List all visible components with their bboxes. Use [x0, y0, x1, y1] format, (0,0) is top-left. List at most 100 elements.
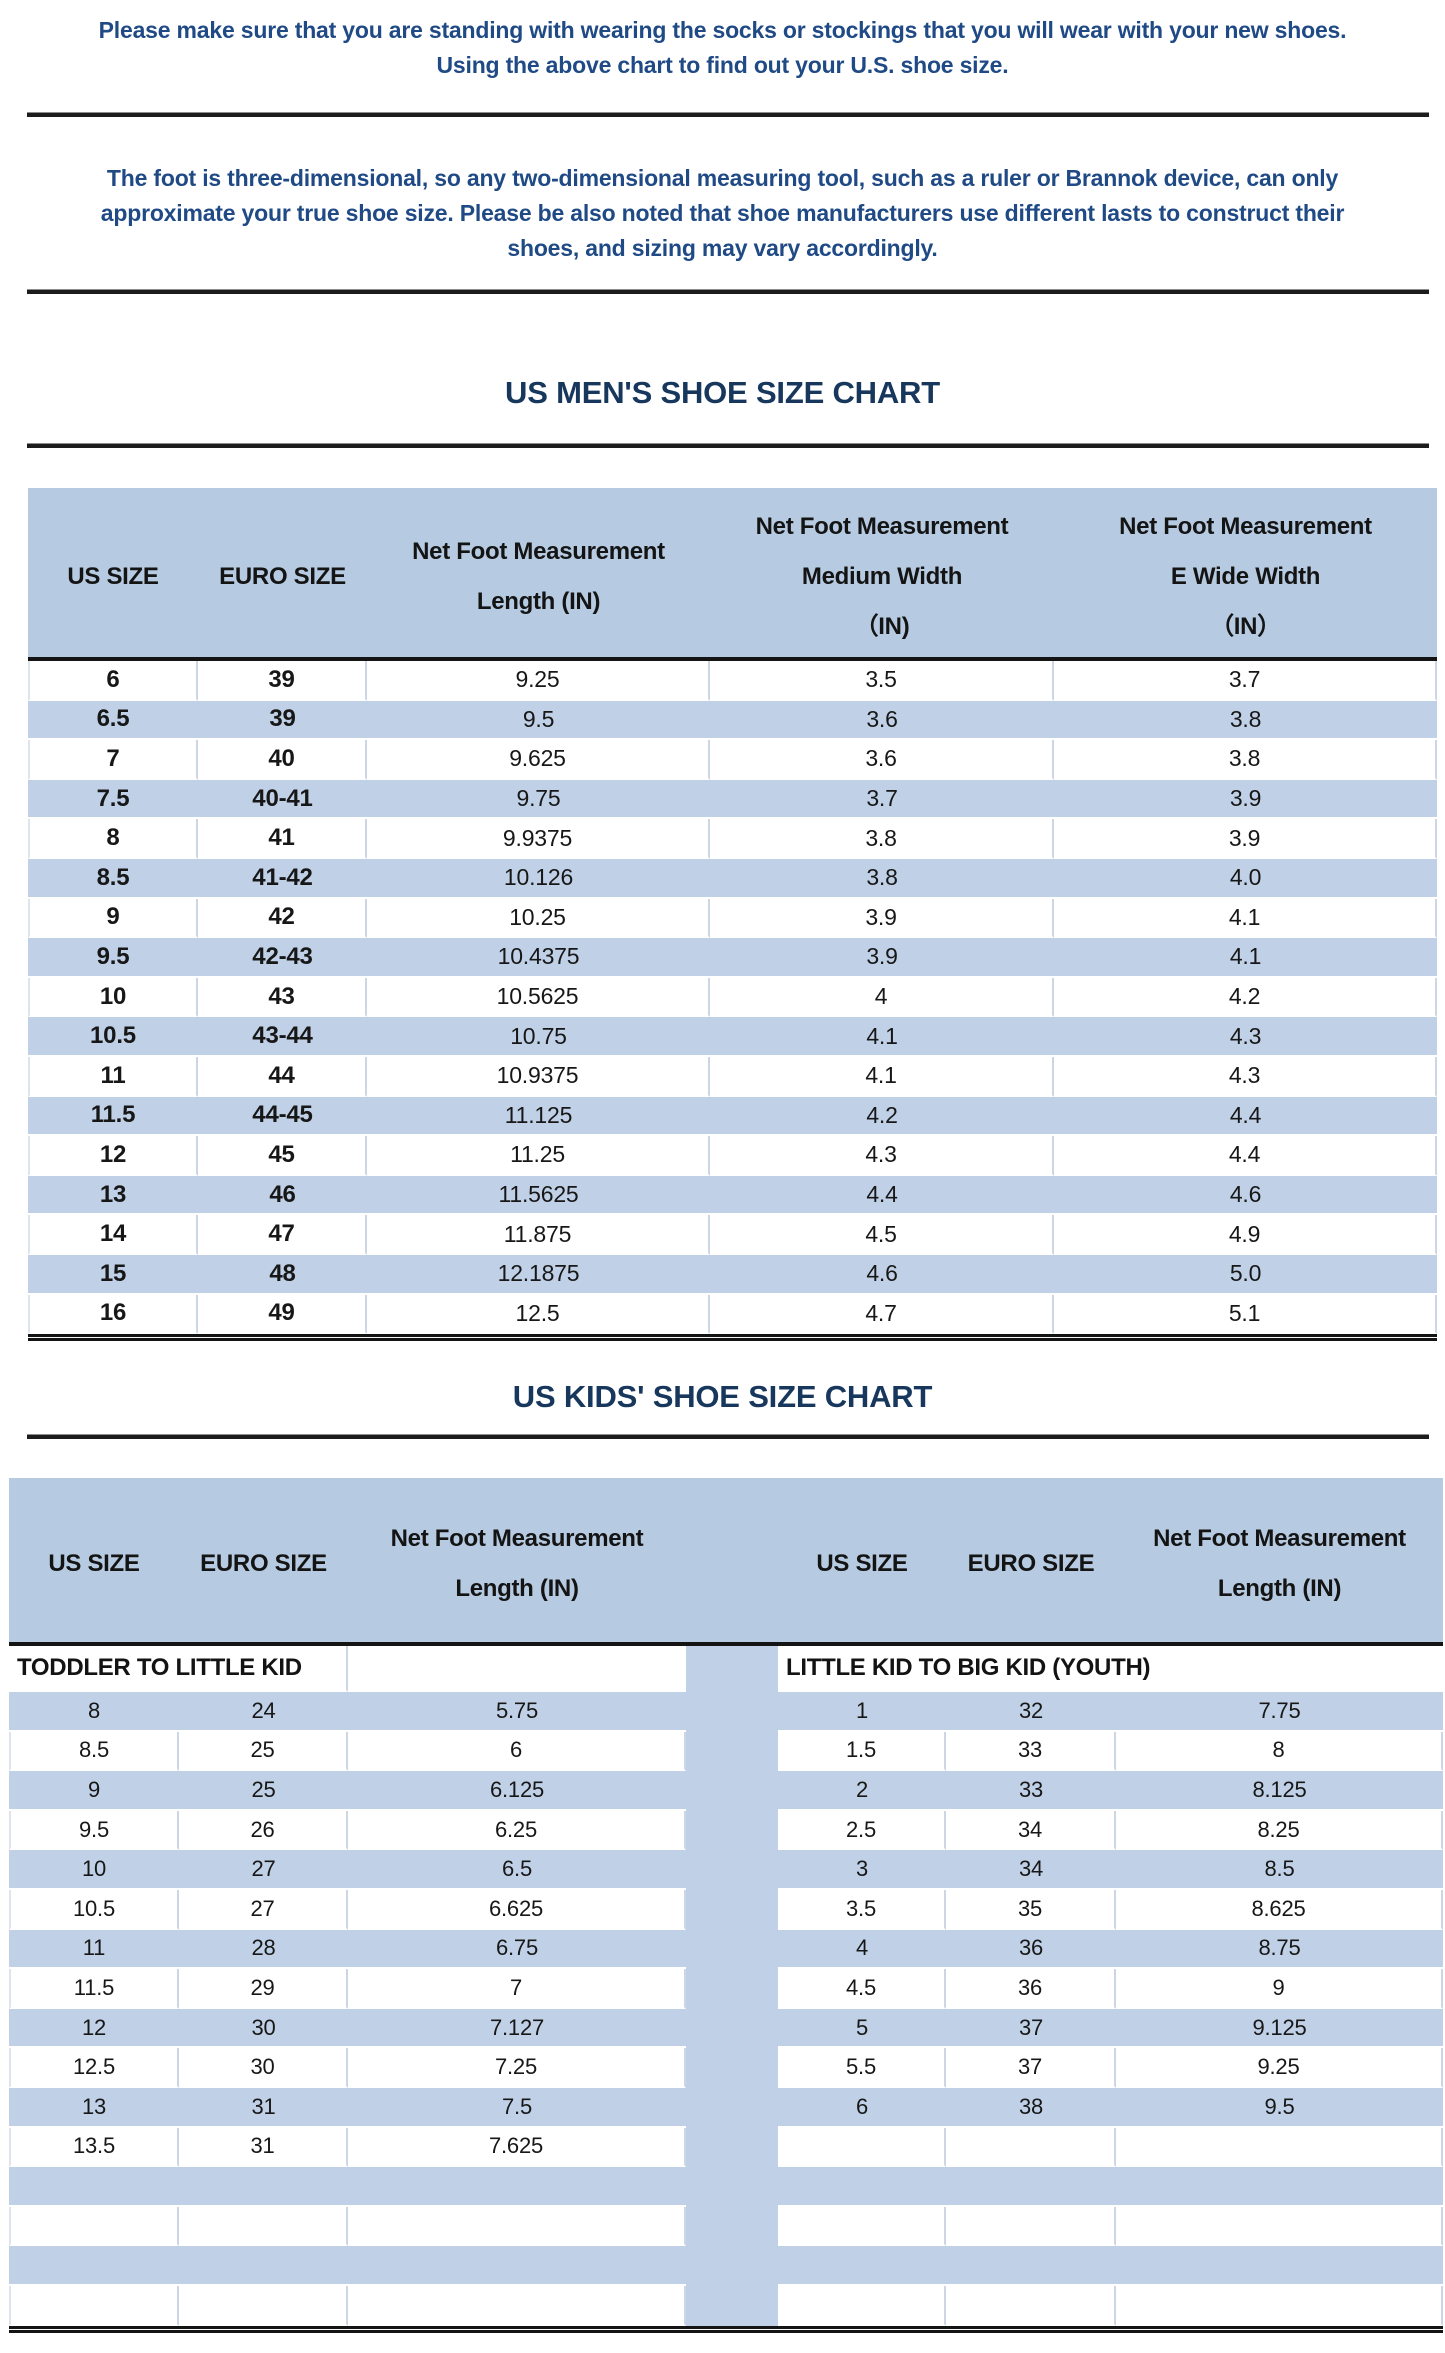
table-cell: 38	[946, 2088, 1116, 2128]
column-header-line: E Wide Width	[1170, 562, 1321, 590]
table-cell: 12.5	[367, 1294, 710, 1335]
table-cell: 11.5625	[367, 1175, 710, 1216]
column-header-line: US SIZE	[67, 562, 159, 590]
table-cell	[1116, 2167, 1443, 2207]
table-row: 11 28 6.75 4 36 8.75	[9, 1929, 1443, 1970]
table-cell	[348, 2246, 686, 2286]
table-cell: 4.0	[1054, 858, 1437, 899]
table-row: 12 30 7.127 5 37 9.125	[9, 2008, 1443, 2049]
table-cell: 46	[198, 1175, 367, 1216]
column-header: Net Foot Measurement Length (IN)	[348, 1478, 686, 1642]
table-row: 8.5 25 6 1.5 33 8	[9, 1731, 1443, 1772]
spacer-cell	[686, 1646, 778, 1692]
column-header: Net Foot Measurement Length (IN)	[1116, 1478, 1443, 1642]
table-cell: 3.7	[710, 779, 1054, 820]
table-cell: 10.4375	[367, 938, 710, 978]
table-spacer-column	[686, 1646, 778, 2333]
table-cell: 4.3	[1054, 1017, 1437, 1057]
table-cell: 28	[179, 1929, 348, 1970]
table-row: 7.5 40-41 9.75 3.7 3.9	[28, 779, 1437, 820]
table-cell	[778, 2127, 946, 2168]
table-cell: 32	[946, 1692, 1116, 1732]
mens-table-body: 6 39 9.25 3.5 3.7 6.5 39 9.5 3.6 3.8 7 40 9.625 3.6 3.…	[28, 661, 1437, 1335]
table-cell: 11	[9, 1929, 179, 1970]
table-cell: 10.9375	[367, 1056, 710, 1097]
table-cell: 7.5	[348, 2088, 686, 2128]
table-cell: 13	[9, 2088, 179, 2128]
table-cell: 13.5	[9, 2127, 179, 2168]
spacer-cell	[686, 1732, 778, 1772]
table-cell	[179, 2286, 348, 2326]
table-cell: 36	[946, 1929, 1116, 1970]
table-cell	[946, 2206, 1116, 2247]
table-cell: 36	[946, 1969, 1116, 2009]
table-cell: 26	[179, 1810, 348, 1851]
column-header-line: Length (IN)	[1217, 1575, 1342, 1603]
table-cell	[946, 2286, 1116, 2326]
spacer-cell	[686, 2128, 778, 2168]
table-cell: 11.5	[28, 1096, 198, 1137]
table-cell: 25	[179, 1771, 348, 1811]
table-cell: 41-42	[198, 858, 367, 899]
table-cell: 47	[198, 1215, 367, 1255]
table-cell: 3.9	[710, 898, 1054, 939]
table-cell: 9.5	[1116, 2088, 1443, 2128]
note-line-1: The foot is three-dimensional, so any tw…	[106, 165, 1339, 191]
table-cell: 4.3	[710, 1136, 1054, 1176]
spacer-cell	[686, 2246, 778, 2286]
column-header-line: Length (IN)	[476, 587, 601, 615]
table-cell: 12.1875	[367, 1254, 710, 1295]
kids-size-table: US SIZE EURO SIZE Net Foot Measurement Leng…	[9, 1478, 1443, 2333]
table-row	[9, 2167, 1443, 2207]
table-cell: 4.5	[710, 1215, 1054, 1255]
table-cell: 30	[179, 2048, 348, 2089]
table-cell: 11.25	[367, 1136, 710, 1176]
column-header-line: US SIZE	[816, 1550, 908, 1578]
intro-line-2: Using the above chart to find out your U…	[436, 52, 1009, 78]
table-cell: 8.5	[1116, 1850, 1443, 1891]
table-cell: 6	[778, 2088, 946, 2128]
column-header-line: Net Foot Measurement	[1119, 512, 1372, 540]
table-cell: 30	[179, 2008, 348, 2049]
table-cell: 8.25	[1116, 1810, 1443, 1851]
table-row: 10 43 10.5625 4 4.2	[28, 977, 1437, 1018]
table-cell: 4.5	[778, 1969, 946, 2009]
table-cell	[1116, 2286, 1443, 2326]
table-cell: 4.6	[710, 1254, 1054, 1295]
column-header-line: Length (IN)	[455, 1575, 579, 1603]
table-cell: 8.125	[1116, 1771, 1443, 1811]
table-cell	[778, 2206, 946, 2247]
table-row: 10.5 43-44 10.75 4.1 4.3	[28, 1017, 1437, 1057]
table-cell: 3.7	[1054, 661, 1437, 701]
table-cell: 6.25	[348, 1810, 686, 1851]
table-cell: 4.4	[1054, 1096, 1437, 1137]
table-row: 9.5 42-43 10.4375 3.9 4.1	[28, 938, 1437, 978]
table-row: 6 39 9.25 3.5 3.7	[28, 661, 1437, 701]
table-cell: 9.5	[9, 1810, 179, 1851]
table-cell: 3.5	[778, 1890, 946, 1930]
table-row: 8 24 5.75 1 32 7.75	[9, 1692, 1443, 1732]
table-cell: 44	[198, 1056, 367, 1097]
table-cell: 4.1	[1054, 898, 1437, 939]
column-header: EURO SIZE	[198, 488, 367, 657]
table-cell: 41	[198, 819, 367, 859]
table-cell: 25	[179, 1731, 348, 1772]
table-cell: 5.0	[1054, 1254, 1437, 1295]
column-header: EURO SIZE	[179, 1478, 348, 1642]
kids-table-body: TODDLER TO LITTLE KID LITTLE KID TO BIG …	[9, 1646, 1443, 2333]
column-header-line: Net Foot Measurement	[390, 1525, 644, 1553]
table-cell: 10.25	[367, 898, 710, 939]
spacer-cell	[686, 1811, 778, 1851]
table-cell: 9.9375	[367, 819, 710, 859]
table-cell: 10	[9, 1850, 179, 1891]
table-cell: 33	[946, 1771, 1116, 1811]
column-header: US SIZE	[9, 1478, 179, 1642]
table-cell: 7.5	[28, 779, 198, 820]
table-cell: 3.6	[710, 740, 1054, 780]
table-cell: 34	[946, 1810, 1116, 1851]
table-cell: 2.5	[778, 1810, 946, 1851]
intro-paragraph: Please make sure that you are standing w…	[0, 0, 1445, 83]
table-cell: 6	[348, 1731, 686, 1772]
table-cell: 4.4	[710, 1175, 1054, 1216]
table-cell: 12.5	[9, 2048, 179, 2089]
